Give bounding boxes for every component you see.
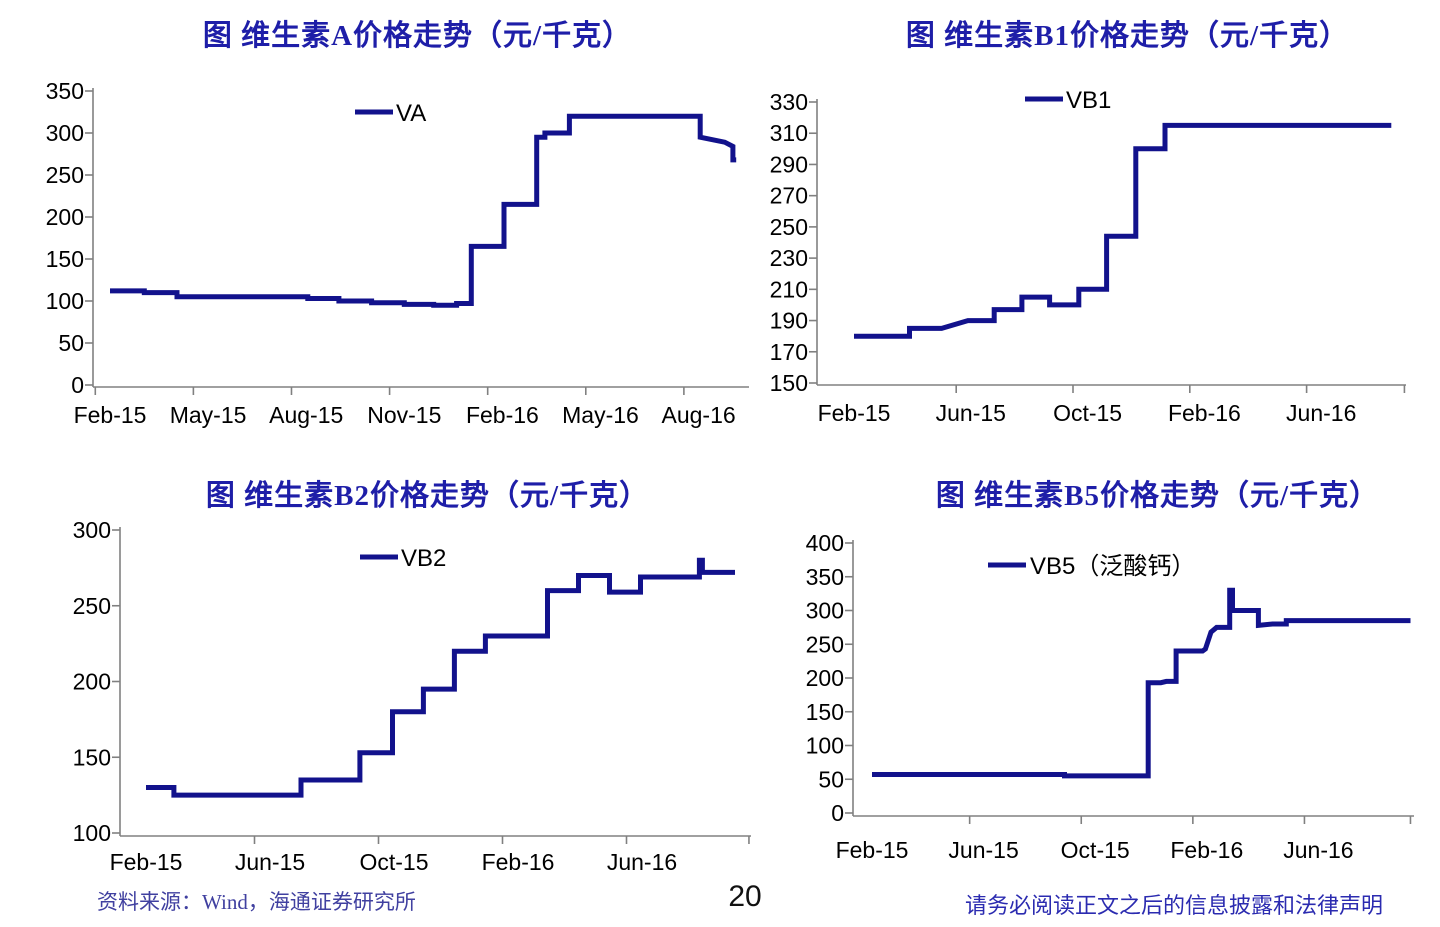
y-tick-label: 0 (831, 800, 844, 826)
footer-disclaimer-text: 请务必阅读正文之后的信息披露和法律声明 (964, 893, 1383, 918)
chart-title-va: 图 维生素A价格走势（元/千克） (202, 20, 633, 52)
y-tick-label: 310 (770, 120, 808, 146)
y-tick-label: 100 (806, 733, 844, 759)
y-tick-label: 250 (46, 162, 84, 188)
y-tick-label: 210 (770, 276, 808, 302)
chart-title-vb5: 图 维生素B5价格走势（元/千克） (935, 480, 1380, 512)
legend-label: VB1 (1066, 87, 1111, 114)
legend-label: VB2 (401, 545, 446, 572)
y-tick-label: 250 (770, 214, 808, 240)
legend-label: VB5（泛酸钙） (1030, 553, 1195, 580)
y-tick-label: 150 (46, 246, 84, 272)
y-tick-label: 50 (58, 330, 84, 356)
y-tick-label: 350 (806, 564, 844, 590)
y-tick-label: 270 (770, 183, 808, 209)
y-tick-label: 200 (46, 204, 84, 230)
series-line (110, 113, 737, 308)
x-tick-label: May-15 (170, 402, 247, 428)
y-tick-label: 50 (818, 766, 844, 792)
series-line (854, 122, 1392, 339)
y-tick-label: 150 (806, 699, 844, 725)
x-tick-label: Feb-15 (110, 849, 183, 875)
y-tick-label: 300 (806, 598, 844, 624)
legend-label: VA (396, 100, 426, 127)
x-tick-label: Aug-16 (662, 402, 736, 428)
x-tick-label: Feb-16 (482, 849, 555, 875)
x-tick-label: Oct-15 (1053, 400, 1122, 426)
y-tick-label: 190 (770, 308, 808, 334)
x-tick-label: Oct-15 (1061, 837, 1130, 863)
x-tick-label: Feb-15 (74, 402, 147, 428)
y-tick-label: 250 (73, 593, 111, 619)
chart-plot-vb5: 0 50 100 150 200 250 300 350 400 Feb-15 Jun-15 Oct-… (806, 530, 1414, 863)
y-tick-label: 300 (73, 517, 111, 543)
x-tick-label: Feb-15 (836, 837, 909, 863)
x-tick-label: May-16 (562, 402, 639, 428)
footer-source-text: 资料来源：Wind，海通证券研究所 (97, 890, 416, 914)
series-line (872, 587, 1411, 779)
x-tick-label: Feb-16 (1168, 400, 1241, 426)
chart-plot-vb2: 100 150 200 250 300 Feb-15 Jun-15 Oct-15 Feb-16 J… (73, 517, 751, 875)
x-tick-label: Jun-16 (1286, 400, 1356, 426)
x-tick-label: Jun-15 (948, 837, 1018, 863)
y-tick-label: 170 (770, 339, 808, 365)
y-tick-label: 330 (770, 89, 808, 115)
y-tick-label: 150 (73, 744, 111, 770)
x-tick-label: Jun-16 (607, 849, 677, 875)
y-tick-label: 150 (770, 370, 808, 396)
x-tick-label: Jun-15 (235, 849, 305, 875)
x-tick-label: Nov-15 (367, 402, 441, 428)
x-tick-label: Jun-15 (936, 400, 1006, 426)
chart-title-vb1: 图 维生素B1价格走势（元/千克） (905, 20, 1350, 52)
page-number: 20 (728, 880, 762, 913)
y-tick-label: 350 (46, 78, 84, 104)
chart-title-vb2: 图 维生素B2价格走势（元/千克） (205, 480, 650, 512)
x-tick-label: Jun-16 (1283, 837, 1353, 863)
y-tick-label: 300 (46, 120, 84, 146)
x-tick-label: Feb-15 (818, 400, 891, 426)
y-tick-label: 400 (806, 530, 844, 556)
y-tick-label: 200 (73, 669, 111, 695)
y-tick-label: 290 (770, 151, 808, 177)
y-tick-label: 230 (770, 245, 808, 271)
y-tick-label: 200 (806, 665, 844, 691)
x-tick-label: Oct-15 (359, 849, 428, 875)
y-tick-label: 100 (73, 820, 111, 846)
chart-plot-va: 0 50 100 150 200 250 300 350 Feb-15 May-15 Aug-15 N… (46, 78, 749, 428)
chart-plot-vb1: 150 170 190 210 230 250 270 290 310 330 Feb-15 Jun-… (770, 87, 1406, 426)
y-tick-label: 100 (46, 288, 84, 314)
x-tick-label: Feb-16 (466, 402, 539, 428)
x-tick-label: Feb-16 (1170, 837, 1243, 863)
series-line (146, 557, 735, 798)
y-tick-label: 250 (806, 631, 844, 657)
x-tick-label: Aug-15 (269, 402, 343, 428)
y-tick-label: 0 (71, 372, 84, 398)
